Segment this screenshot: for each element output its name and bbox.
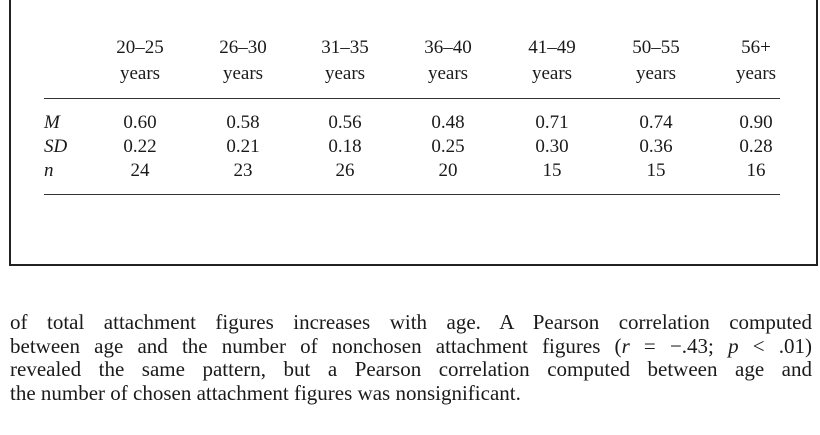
age-group-table: 20–25 26–30 31–35 36–40 41–49 50–55 56+ … [44,37,780,195]
row-label-mean: M [44,112,60,133]
table-cell: 0.71 [535,112,569,133]
table-cell: 0.60 [123,112,157,133]
bottom-rule [44,194,780,195]
text-run: between age and the number of nonchosen … [10,333,622,358]
text-run: = −.43; [629,333,729,358]
table-cell: 0.58 [226,112,260,133]
column-header-range: 41–49 [528,37,576,58]
table-cell: 0.30 [535,136,569,157]
table-cell: 24 [130,160,150,181]
column-header-range: 20–25 [116,37,164,58]
text-run: < .01) [738,333,813,358]
column-header-range: 56+ [741,37,771,58]
table-cell: 0.28 [739,136,773,157]
header-rule [44,98,780,99]
table-cell: 0.36 [639,136,673,157]
table-cell: 23 [233,160,253,181]
paragraph-line: revealed the same pattern, but a Pearson… [10,357,812,381]
table-cell: 0.22 [123,136,157,157]
table-cell: 0.18 [328,136,362,157]
column-header-range: 26–30 [219,37,267,58]
math-variable-r: r [621,333,630,358]
body-paragraph: of total attachment figures increases wi… [10,310,813,405]
paragraph-line: of total attachment figures increases wi… [10,310,812,334]
table-cell: 0.74 [639,112,673,133]
column-header-unit: years [735,63,777,84]
table-cell: 26 [335,160,355,181]
table-cell: 0.48 [431,112,465,133]
table-cell: 0.90 [739,112,773,133]
table-cell: 0.21 [226,136,260,157]
table-cell: 15 [542,160,562,181]
column-header-range: 36–40 [424,37,472,58]
row-label-n: n [44,160,54,181]
column-header-unit: years [222,63,264,84]
table-cell: 15 [646,160,666,181]
column-header-unit: years [119,63,161,84]
table-cell: 0.25 [431,136,465,157]
math-variable-p: p [728,333,739,358]
table-cell: 16 [746,160,766,181]
column-header-range: 50–55 [632,37,680,58]
column-header-unit: years [324,63,366,84]
row-label-sd: SD [44,136,68,157]
table-cell: 0.56 [328,112,362,133]
table-frame [9,0,818,266]
paragraph-line: the number of chosen attachment figures … [10,380,521,405]
column-header-unit: years [427,63,469,84]
paragraph-line: between age and the number of nonchosen … [10,333,813,359]
column-header-unit: years [635,63,677,84]
table-cell: 20 [438,160,458,181]
column-header-range: 31–35 [321,37,369,58]
column-header-unit: years [531,63,573,84]
